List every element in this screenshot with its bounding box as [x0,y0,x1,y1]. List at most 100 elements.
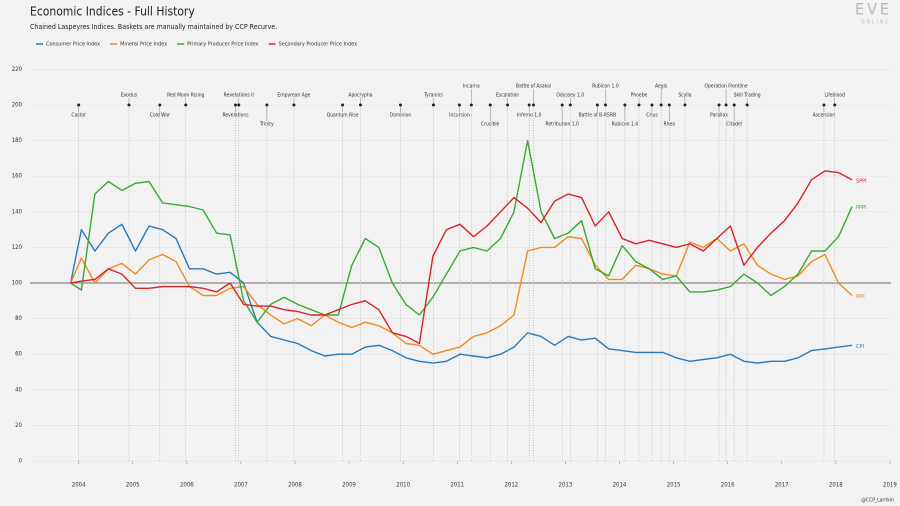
y-tick-label: 160 [12,173,23,180]
x-tick-label: 2017 [775,482,789,489]
y-tick-label: 0 [19,458,23,465]
series-end-label: MPI [856,294,865,300]
event-marker [667,103,671,107]
event-marker [717,103,721,107]
logo-sub: ONLINE [861,20,890,26]
event-marker [265,103,269,107]
event-marker [184,103,188,107]
legend-label: Primary Producer Price Index [187,42,258,48]
x-tick-label: 2010 [396,482,410,489]
event-marker [431,103,435,107]
chart-title: Economic Indices - Full History [30,5,195,19]
event-label: Skill Trading [734,93,761,99]
event-label: Odyssey 1.0 [556,93,584,99]
event-label: Crius [646,113,658,119]
x-tick-label: 2013 [559,482,573,489]
event-label: Cold War [150,113,170,119]
chart-subtitle: Chained Laspeyres Indices. Baskets are m… [30,23,277,31]
x-tick-label: 2012 [504,482,518,489]
event-marker [833,103,837,107]
y-tick-label: 80 [15,315,22,322]
event-label: Ascension [813,113,836,119]
credit: @CCP_Larrikin [861,498,894,504]
event-marker [358,103,362,107]
event-label: Dominion [390,113,412,119]
event-marker [603,103,607,107]
event-label: Rubicon 1.0 [592,84,619,90]
series-end-label: CPI [856,344,864,350]
legend-label: Consumer Price Index [46,42,100,48]
event-label: Aegis [655,84,668,90]
event-label: Quantum Rise [327,113,359,119]
event-label: Exodus [121,93,138,99]
event-label: Citadel [726,122,742,128]
event-marker [398,103,402,107]
event-label: Lifeblood [824,93,845,99]
event-marker [637,103,641,107]
event-label: Parallax [710,113,728,119]
event-marker [488,103,492,107]
event-label: Apocrypha [348,93,372,99]
event-marker [724,103,728,107]
x-tick-label: 2006 [180,482,194,489]
event-label: Castor [71,113,86,119]
series-end-label: SPPI [856,178,867,184]
x-tick-label: 2008 [288,482,302,489]
event-label: Retribution 1.0 [545,122,579,128]
event-marker [127,103,131,107]
event-label: Scylla [678,93,691,99]
series-line [69,236,853,355]
legend-label: Mineral Price Index [120,42,167,48]
x-tick-label: 2011 [450,482,464,489]
event-marker [237,103,241,107]
event-marker [568,103,572,107]
event-label: Crucible [481,122,500,128]
event-label: Battle of Asakai [516,84,551,90]
x-tick-label: 2009 [342,482,356,489]
event-marker [292,103,296,107]
series-line [70,139,853,323]
logo: EVE [855,0,892,19]
event-label: Red Moon Rising [167,93,204,99]
x-tick-label: 2014 [613,482,627,489]
event-marker [822,103,826,107]
y-tick-label: 120 [12,244,23,251]
event-marker [527,103,531,107]
y-tick-label: 140 [12,208,23,215]
event-label: Incursion [449,113,470,119]
event-marker [234,103,238,107]
x-tick-label: 2004 [72,482,86,489]
event-marker [560,103,564,107]
event-marker [745,103,749,107]
event-label: Revelations [222,113,249,119]
event-label: Operation Frontline [704,84,747,90]
event-marker [732,103,736,107]
event-marker [469,103,473,107]
event-label: Rhea [664,122,676,128]
series-line [69,223,853,364]
event-label: Revelations II [224,93,254,99]
event-marker [158,103,162,107]
series-line [70,170,853,345]
x-tick-label: 2019 [883,482,897,489]
event-label: Battle of B-R5RB [579,113,616,119]
series-end-label: PPPI [856,205,866,211]
y-tick-label: 180 [12,137,23,144]
event-marker [650,103,654,107]
event-marker [506,103,510,107]
event-label: Tyrannis [423,93,443,99]
event-label: Escalation [496,93,519,99]
event-marker [341,103,345,107]
x-tick-label: 2005 [126,482,140,489]
y-tick-label: 20 [15,422,22,429]
event-marker [457,103,461,107]
event-marker [659,103,663,107]
event-label: Incarna [463,84,480,90]
x-tick-label: 2015 [667,482,681,489]
event-label: Rubicon 1.4 [612,122,639,128]
event-marker [595,103,599,107]
y-tick-label: 100 [12,280,23,287]
x-tick-label: 2016 [721,482,735,489]
event-marker [532,103,536,107]
event-label: Empyrean Age [277,93,310,99]
